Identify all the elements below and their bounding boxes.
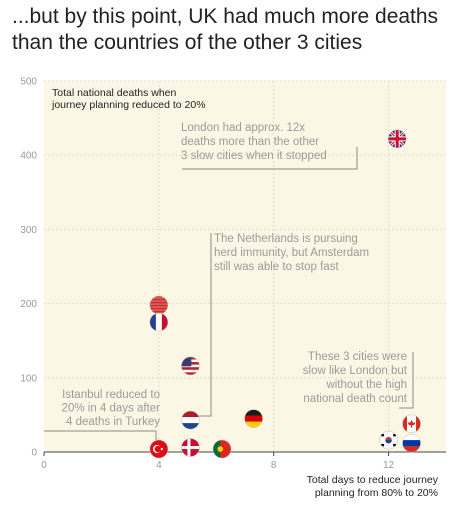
y-axis-label-line-1: Total national deaths when xyxy=(52,87,176,99)
annotation-text: herd immunity, but Amsterdam xyxy=(214,247,369,259)
y-ticks: 0 100 200 300 400 500 xyxy=(20,77,37,459)
x-axis-label: Total days to reduce journey planning fr… xyxy=(270,474,438,500)
annotation-text: London had approx. 12x xyxy=(181,122,305,134)
annotation-text: These 3 cities were xyxy=(308,351,407,363)
title-line-2: than the countries of the other 3 cities xyxy=(12,31,363,54)
annotation-leader xyxy=(44,430,157,440)
annotation-text: national death count xyxy=(303,393,407,405)
flag-marker-china xyxy=(149,295,169,315)
y-tick-label: 200 xyxy=(20,299,37,310)
annotations: London had approx. 12x deaths more than t… xyxy=(62,122,408,428)
x-tick-label: 12 xyxy=(383,460,395,471)
x-tick-label: 4 xyxy=(156,460,162,471)
flag-marker-south-korea xyxy=(379,430,398,450)
flag-marker-canada xyxy=(402,414,421,434)
y-tick-label: 400 xyxy=(20,151,37,162)
annotation-text: slow like London but xyxy=(303,365,408,377)
flag-marker-france xyxy=(149,312,169,332)
flag-marker-portugal xyxy=(212,439,232,459)
flag-marker-united-kingdom xyxy=(387,129,407,149)
data-points xyxy=(149,129,421,459)
annotation-text: deaths more than the other xyxy=(181,136,319,148)
flag-marker-turkey xyxy=(149,439,169,459)
x-axis-label-line-2: planning from 80% to 20% xyxy=(314,487,438,499)
x-tick-label: 0 xyxy=(41,460,47,471)
flag-marker-united-states xyxy=(181,356,200,376)
annotation-text: 20% in 4 days after xyxy=(62,403,161,415)
flag-marker-netherlands xyxy=(181,410,200,430)
annotation-leader xyxy=(399,352,414,409)
y-tick-label: 0 xyxy=(31,448,37,459)
flag-marker-germany xyxy=(244,409,263,428)
annotation-text: Istanbul reduced to xyxy=(62,389,160,401)
y-tick-label: 100 xyxy=(20,373,37,384)
annotation-text: The Netherlands is pursuing xyxy=(214,233,358,245)
x-tick-label: 8 xyxy=(271,460,277,471)
y-tick-label: 500 xyxy=(20,77,37,88)
annotation-leaders xyxy=(44,147,414,440)
annotation-leader xyxy=(182,147,358,170)
flag-marker-denmark xyxy=(181,438,200,457)
title-line-1: ...but by this point, UK had much more d… xyxy=(12,5,439,28)
annotation-text: 4 deaths in Turkey xyxy=(66,416,160,428)
gridlines xyxy=(44,80,446,452)
y-tick-label: 300 xyxy=(20,225,37,236)
y-axis-label-line-2: journey planning reduced to 20% xyxy=(51,99,206,111)
annotation-leader xyxy=(196,233,212,417)
annotation-text: 3 slow cities when it stopped xyxy=(181,150,327,162)
plot-background xyxy=(44,81,446,452)
annotation-text: still was able to stop fast xyxy=(214,261,339,273)
flag-marker-russia xyxy=(402,433,421,453)
chart-title: ...but by this point, UK had much more d… xyxy=(12,4,467,56)
annotation-text: without the high xyxy=(325,379,407,391)
x-axis-label-line-1: Total days to reduce journey xyxy=(306,474,438,486)
